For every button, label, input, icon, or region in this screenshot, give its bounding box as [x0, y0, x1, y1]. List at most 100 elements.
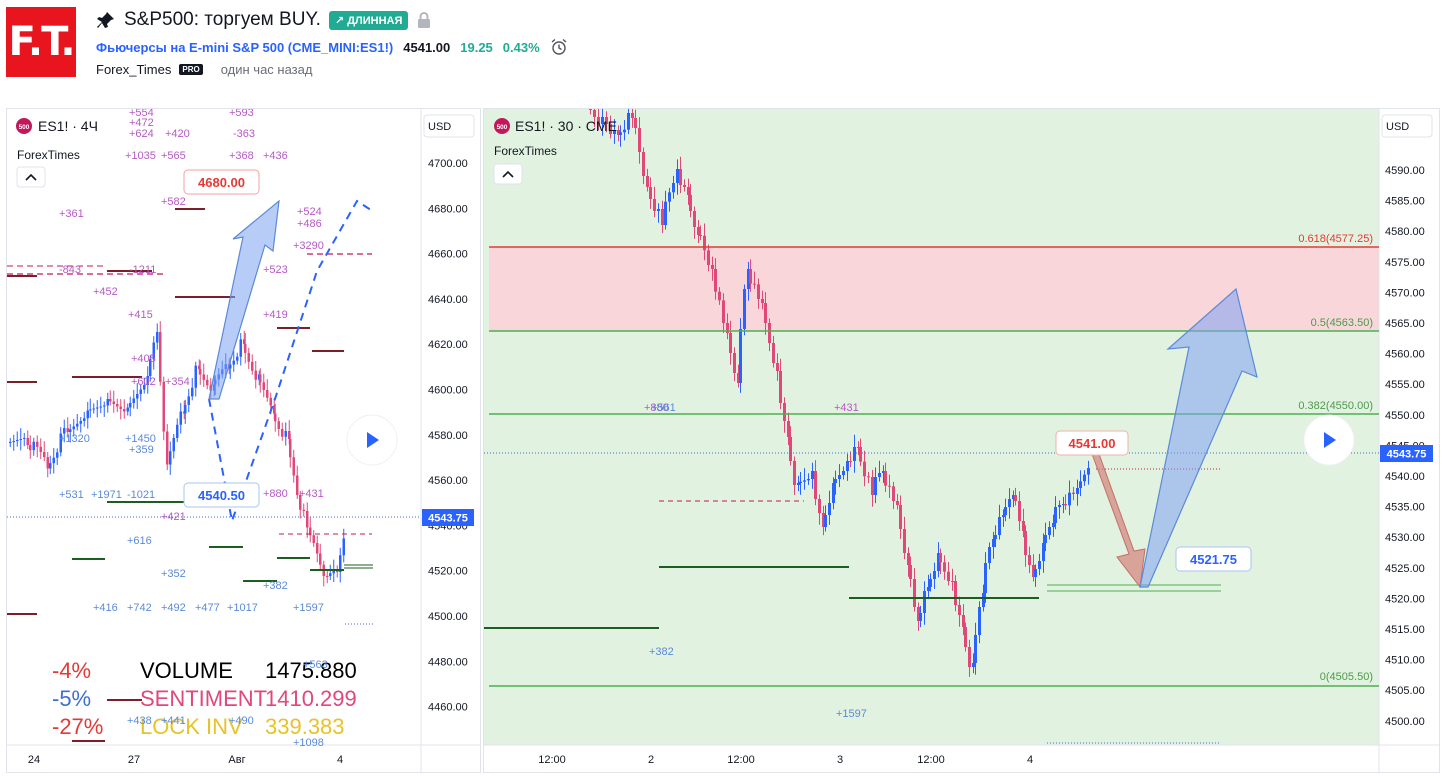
volume-label: +1597 [836, 708, 867, 720]
volume-label: +419 [263, 309, 288, 321]
idea-title: S&P500: торгуем BUY. [124, 9, 321, 30]
volume-label: +880 [263, 488, 288, 500]
svg-text:ForexTimes: ForexTimes [494, 144, 557, 158]
volume-annotations: +880+561 +431 +382 +1597 [644, 402, 867, 720]
volume-label: +1098 [293, 737, 324, 749]
y-tick-label: 4530.00 [1385, 532, 1425, 544]
volume-label: +420 [165, 128, 190, 140]
volume-label: +593 [229, 109, 254, 119]
volume-label: +531 [59, 489, 84, 501]
idea-title-row: S&P500: торгуем BUY. ↗ ДЛИННАЯ [96, 8, 432, 32]
y-tick-label: 4590.00 [1385, 165, 1425, 177]
stat-value: 339.383 [265, 714, 345, 739]
volume-label: +405 [131, 353, 156, 365]
price-axis[interactable]: 4700.00 4680.00 4660.00 4640.00 4620.00 4600.… [428, 158, 468, 714]
time-axis[interactable]: 24 27 Авг 4 [28, 754, 343, 766]
chart-4h[interactable]: 4680.00 4540.50 -4% VOLUME 1475.880 -5% SENT… [6, 108, 481, 773]
volume-label: +452 [93, 286, 118, 298]
volume-label: +490 [229, 715, 254, 727]
alarm-clock-icon[interactable] [550, 38, 568, 56]
volume-label: +415 [128, 309, 153, 321]
collapse-legend-button[interactable] [493, 163, 523, 185]
y-tick-label: 4620.00 [428, 339, 468, 351]
y-tick-label: 4640.00 [428, 294, 468, 306]
x-tick-label: 12:00 [727, 754, 755, 766]
volume-label: +492 [161, 602, 186, 614]
volume-label: +486 [297, 218, 322, 230]
y-tick-label: 4660.00 [428, 249, 468, 261]
time-axis[interactable]: 12:00 2 12:00 3 12:00 4 [538, 754, 1033, 766]
author-row: Forex_Times PRO один час назад [96, 62, 312, 77]
x-tick-label: 2 [648, 754, 654, 766]
volume-label: +354 [165, 376, 190, 388]
candlestick-series [9, 321, 345, 587]
currency-button[interactable]: USD [1381, 114, 1433, 138]
volume-label: +582 [161, 196, 186, 208]
svg-text:ES1! · 4Ч: ES1! · 4Ч [38, 118, 98, 134]
volume-label: +472 [129, 117, 154, 129]
instrument-link[interactable]: Фьючерсы на E-mini S&P 500 (CME_MINI:ES1… [96, 39, 394, 55]
volume-label: +438 [127, 715, 152, 727]
stat-percent: -5% [52, 686, 91, 711]
y-tick-label: 4565.00 [1385, 318, 1425, 330]
level-lines [7, 208, 421, 742]
instrument-row: Фьючерсы на E-mini S&P 500 (CME_MINI:ES1… [96, 38, 568, 56]
svg-text:500: 500 [19, 124, 30, 131]
y-tick-label: 4680.00 [428, 203, 468, 215]
volume-label: +1971 [91, 489, 122, 501]
play-button[interactable] [1303, 414, 1355, 466]
y-tick-label: 4515.00 [1385, 624, 1425, 636]
svg-text:4521.75: 4521.75 [1190, 552, 1237, 567]
fib-level-label: 0.618(4577.25) [1298, 233, 1373, 245]
long-badge: ↗ ДЛИННАЯ [328, 10, 409, 30]
candlestick-series [589, 109, 1090, 677]
y-tick-label: 4555.00 [1385, 379, 1425, 391]
svg-text:4680.00: 4680.00 [198, 175, 245, 190]
volume-label: +477 [195, 602, 220, 614]
currency-button[interactable]: USD [423, 114, 475, 138]
y-tick-label: 4580.00 [1385, 226, 1425, 238]
pin-icon [97, 12, 114, 28]
y-tick-label: 4580.00 [428, 430, 468, 442]
author-logo[interactable]: F.T. [6, 7, 76, 77]
volume-label: +1320 [59, 433, 90, 445]
y-tick-label: 4520.00 [1385, 593, 1425, 605]
price-change-percent: 0.43% [502, 39, 540, 55]
x-tick-label: 4 [337, 754, 343, 766]
play-button[interactable] [346, 414, 398, 466]
x-tick-label: 3 [837, 754, 843, 766]
y-tick-label: 4550.00 [1385, 410, 1425, 422]
volume-label: +563 [303, 659, 328, 671]
volume-label: +561 [651, 402, 676, 414]
symbol-legend[interactable]: 500 ES1! · 4Ч ForexTimes [16, 118, 98, 162]
volume-label: +1597 [293, 602, 324, 614]
collapse-legend-button[interactable] [16, 166, 46, 188]
pro-badge: PRO [179, 64, 203, 75]
last-price-tag: 4543.75 [422, 509, 474, 526]
level-lines [484, 452, 1379, 744]
stat-name: SENTIMENT [140, 686, 267, 711]
last-price-tag: 4543.75 [1380, 445, 1433, 462]
x-tick-label: Авг [228, 754, 245, 766]
volume-label: +421 [161, 511, 186, 523]
volume-label: +382 [649, 646, 674, 658]
forecast-arrows [1091, 287, 1258, 589]
author-name[interactable]: Forex_Times [96, 62, 172, 77]
y-tick-label: 4525.00 [1385, 563, 1425, 575]
current-price: 4541.00 [403, 39, 451, 55]
chart-30m[interactable]: 4541.00 4521.75 0.618(4577.25) 0.5(4563.5… [483, 108, 1440, 773]
price-label-top: 4541.00 [1055, 430, 1129, 456]
volume-label: +436 [263, 150, 288, 162]
target-price-label: 4680.00 [183, 169, 260, 195]
x-tick-label: 27 [128, 754, 140, 766]
x-tick-label: 4 [1027, 754, 1033, 766]
y-tick-label: 4505.00 [1385, 685, 1425, 697]
svg-text:4541.00: 4541.00 [1069, 436, 1116, 451]
volume-label: +1017 [227, 602, 258, 614]
volume-label: +416 [93, 602, 118, 614]
fib-level-label: 0(4505.50) [1320, 671, 1373, 683]
symbol-legend[interactable]: 500 ES1! · 30 · CME ForexTimes [494, 118, 617, 158]
stat-name: LOCK INV [140, 714, 243, 739]
y-tick-label: 4575.00 [1385, 257, 1425, 269]
y-tick-label: 4500.00 [428, 611, 468, 623]
